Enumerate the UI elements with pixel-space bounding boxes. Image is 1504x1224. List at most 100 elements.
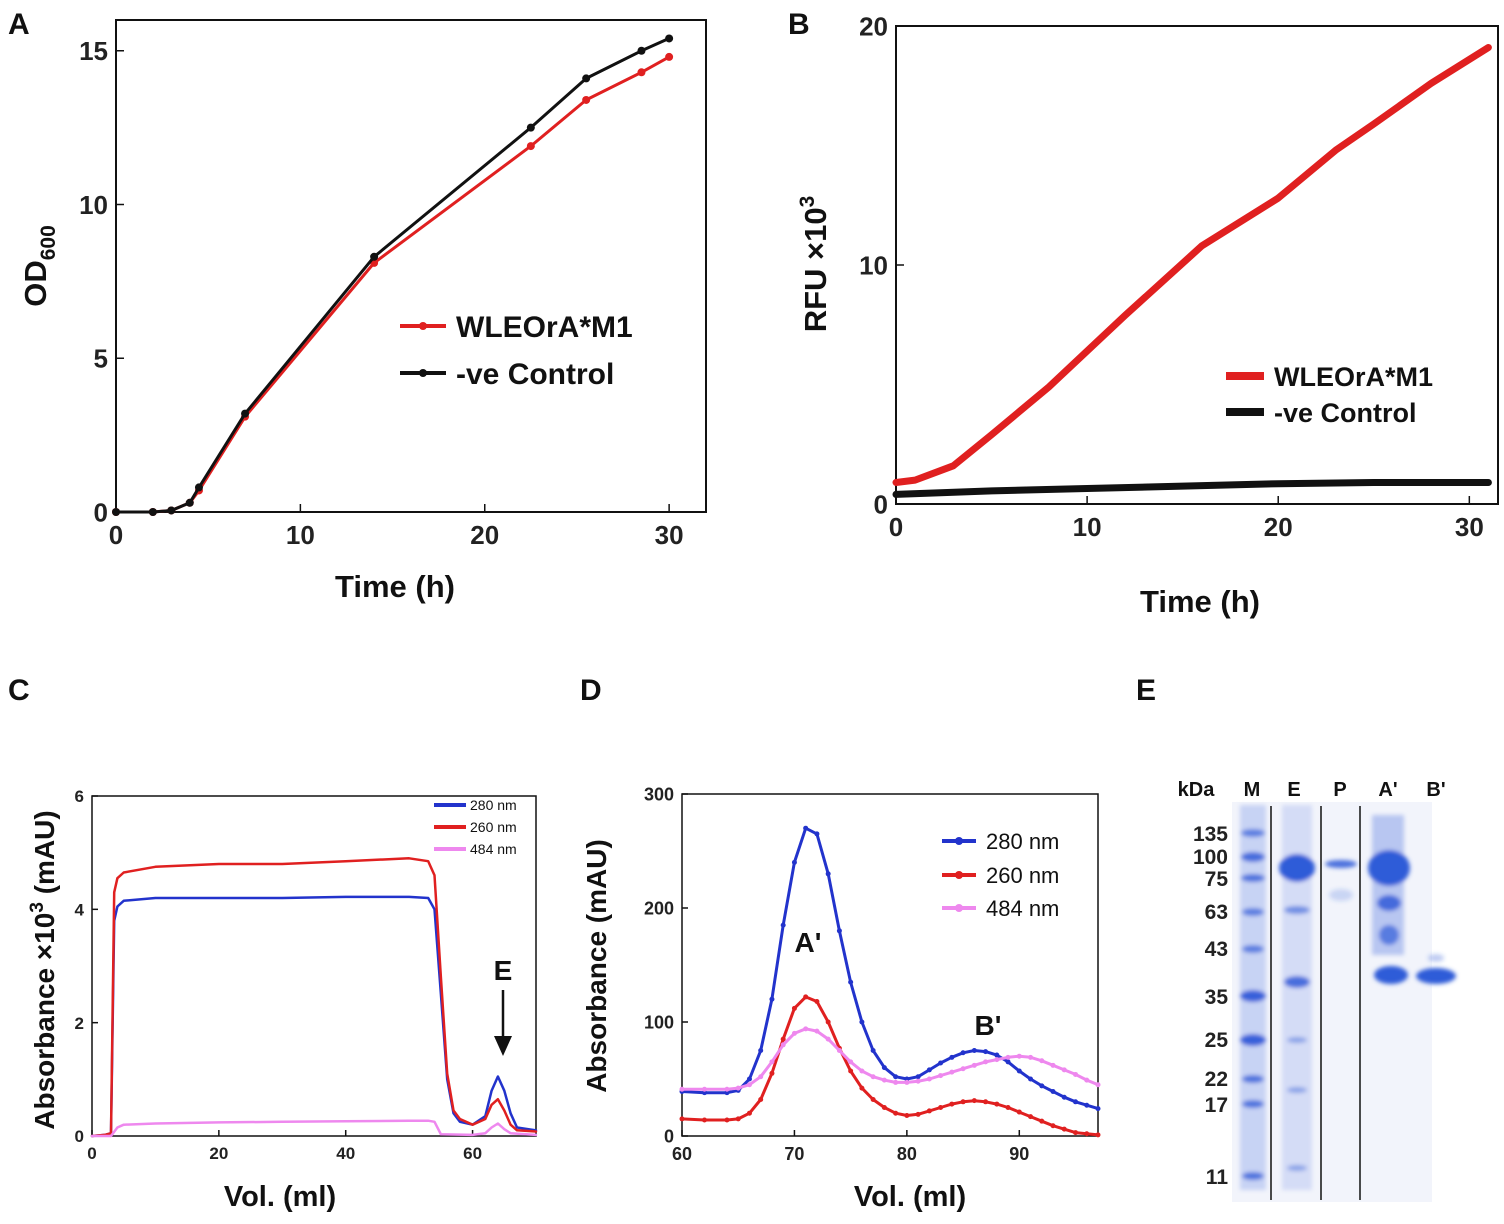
marker-25: 25 xyxy=(1205,1029,1229,1052)
y-tick-label-c-0: 0 xyxy=(75,1127,84,1146)
data-point-d-2-16 xyxy=(881,1105,887,1110)
panel-label-e: E xyxy=(1136,674,1156,707)
data-point-d-1-26 xyxy=(994,1052,1000,1058)
data-point-d-1-4 xyxy=(746,1076,752,1082)
lane-e-band-5 xyxy=(1287,1087,1307,1093)
data-point-d-2-9 xyxy=(803,994,809,1000)
y-axis-title-c: Absorbance ×103 (mAU) xyxy=(27,810,60,1129)
data-point-d-1-19 xyxy=(915,1074,921,1080)
y-label-d: Absorbance (mAU) xyxy=(581,839,612,1093)
data-point-d-2-7 xyxy=(780,1036,786,1042)
x-tick-label-d-0: 60 xyxy=(672,1144,692,1164)
data-point-d-2-17 xyxy=(893,1110,899,1116)
x-tick-label-a-3: 30 xyxy=(655,520,684,550)
data-point-d-2-6 xyxy=(769,1070,775,1076)
x-tick-label-b-2: 20 xyxy=(1264,512,1293,542)
data-point-d-3-15 xyxy=(870,1074,876,1080)
legend-marker-d-2 xyxy=(955,871,963,879)
series-line-c-1 xyxy=(90,895,538,1138)
lane-b-prime xyxy=(1416,954,1456,984)
legend-b: WLEOrA*M1 -ve Control xyxy=(1226,362,1433,428)
x-tick-label-c-0: 0 xyxy=(87,1144,96,1163)
data-point-d-1-29 xyxy=(1028,1076,1034,1082)
data-point-d-3-6 xyxy=(769,1059,775,1065)
panel-d: D 60 70 80 90 0 100 200 300 Vol. (ml) Absorbanc… xyxy=(580,674,1101,1213)
legend-marker-d-3 xyxy=(955,904,963,912)
data-point-a-2-10 xyxy=(665,34,674,43)
data-point-a-1-7 xyxy=(526,142,535,151)
ladder-band-43 xyxy=(1242,945,1264,953)
legend-label-d-1: 280 nm xyxy=(986,829,1059,854)
data-point-d-3-34 xyxy=(1084,1077,1090,1083)
lane-e-band-4 xyxy=(1287,1037,1307,1043)
data-point-d-2-30 xyxy=(1039,1118,1045,1124)
data-point-d-2-35 xyxy=(1095,1132,1101,1138)
data-point-d-2-21 xyxy=(938,1105,944,1110)
data-point-d-1-1 xyxy=(701,1090,707,1096)
data-point-d-3-19 xyxy=(915,1078,921,1084)
marker-22: 22 xyxy=(1205,1068,1228,1091)
x-axis-title-c: Vol. (ml) xyxy=(224,1181,336,1213)
y-axis-title-d: Absorbance (mAU) xyxy=(581,839,612,1093)
x-tick-label-c-3: 60 xyxy=(463,1144,482,1163)
data-point-d-3-5 xyxy=(758,1074,764,1080)
y-label-sup-b: 3 xyxy=(796,196,819,208)
data-point-d-3-23 xyxy=(960,1066,966,1072)
ladder-band-35 xyxy=(1240,990,1266,1002)
y-label-sup-c: 3 xyxy=(27,902,48,913)
x-tick-label-a-1: 10 xyxy=(286,520,315,550)
data-point-d-3-11 xyxy=(825,1036,831,1042)
data-point-d-2-28 xyxy=(1016,1109,1022,1115)
data-point-d-2-22 xyxy=(949,1101,955,1107)
marker-35: 35 xyxy=(1205,986,1229,1009)
y-axis-title-a: OD600 xyxy=(18,225,60,307)
data-point-d-1-22 xyxy=(949,1054,955,1060)
x-tick-label-a-2: 20 xyxy=(470,520,499,550)
series-line-c-3 xyxy=(90,1119,538,1138)
annotation-e: E xyxy=(494,955,513,986)
data-point-d-1-34 xyxy=(1084,1102,1090,1108)
data-point-a-1-8 xyxy=(582,95,591,104)
data-point-a-2-3 xyxy=(185,498,194,507)
data-point-d-2-23 xyxy=(960,1099,966,1105)
series-line-a-2 xyxy=(114,36,671,514)
x-tick-label-a-0: 0 xyxy=(109,520,123,550)
data-point-d-3-9 xyxy=(803,1026,809,1032)
ladder-band-75 xyxy=(1241,874,1265,882)
peak-label-a-prime: A' xyxy=(795,927,822,958)
marker-17: 17 xyxy=(1205,1094,1228,1117)
data-point-d-3-31 xyxy=(1050,1062,1056,1068)
legend-marker-d-1 xyxy=(955,837,963,845)
ladder-band-22 xyxy=(1242,1075,1264,1083)
lane-e-band-6 xyxy=(1287,1165,1307,1171)
y-label-unit-c: (mAU) xyxy=(29,810,60,902)
data-point-d-1-35 xyxy=(1095,1106,1101,1112)
y-tick-label-b-1: 10 xyxy=(859,250,888,280)
legend-marker-a-2 xyxy=(419,369,427,377)
data-point-d-2-5 xyxy=(758,1097,764,1103)
data-point-d-3-35 xyxy=(1095,1082,1101,1088)
data-point-d-3-26 xyxy=(994,1057,1000,1063)
lane-label-p: P xyxy=(1333,779,1346,801)
legend-label-c-1: 280 nm xyxy=(470,797,517,813)
data-point-d-1-15 xyxy=(870,1048,876,1053)
data-point-d-3-10 xyxy=(814,1028,820,1034)
data-point-d-3-8 xyxy=(791,1030,797,1036)
data-point-d-1-25 xyxy=(983,1049,989,1055)
legend-label-b-1: WLEOrA*M1 xyxy=(1274,362,1433,392)
data-point-a-2-1 xyxy=(148,508,157,516)
data-point-d-1-6 xyxy=(769,996,775,1002)
data-point-d-3-7 xyxy=(780,1042,786,1048)
data-point-d-1-32 xyxy=(1061,1094,1067,1100)
lane-label-e: E xyxy=(1287,779,1300,801)
data-point-a-2-8 xyxy=(582,74,591,83)
panel-label-c: C xyxy=(8,674,30,707)
y-tick-label-d-2: 200 xyxy=(644,898,674,918)
lane-a-prime-band-2 xyxy=(1377,895,1401,911)
data-point-d-1-7 xyxy=(780,922,786,928)
data-point-d-1-10 xyxy=(814,831,820,837)
data-point-d-3-13 xyxy=(848,1059,854,1065)
legend-label-c-3: 484 nm xyxy=(470,841,517,857)
data-point-d-3-24 xyxy=(971,1062,977,1068)
data-point-a-2-9 xyxy=(637,46,646,55)
